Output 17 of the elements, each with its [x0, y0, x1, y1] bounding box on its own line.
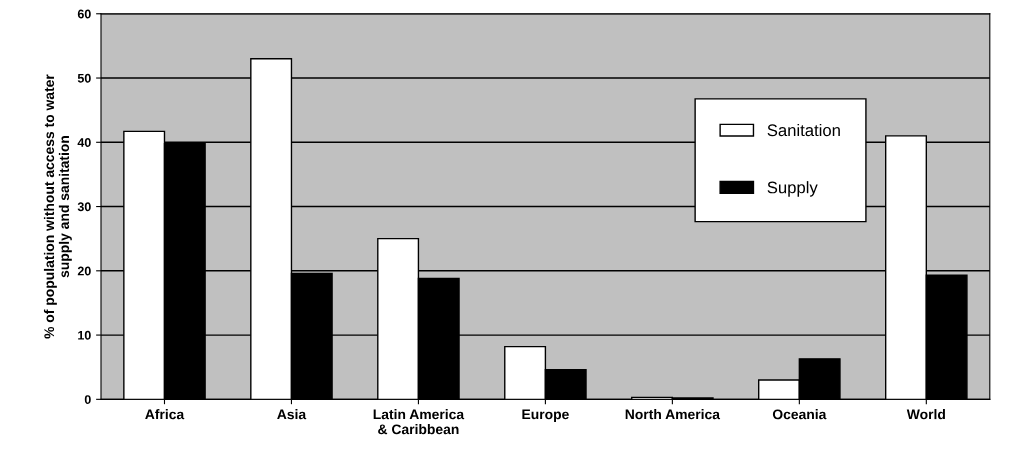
x-tick-label: Europe — [522, 409, 569, 422]
x-tick-label: North America — [625, 409, 721, 420]
x-tick-label: Africa — [145, 409, 185, 420]
x-tick-label: Oceania — [772, 409, 827, 420]
y-tick-label: 60 — [77, 9, 91, 19]
y-tick-label: 20 — [77, 266, 91, 276]
x-tick-label: World — [906, 409, 945, 420]
y-tick-label: 0 — [84, 395, 91, 404]
y-axis-title: % of population without access to water supply and sanitation — [43, 74, 72, 339]
x-tick-label: Asia — [277, 409, 307, 420]
x-tick-label: Latin America & Caribbean — [373, 409, 465, 435]
legend-label: Sanitation — [767, 123, 840, 137]
y-tick-label: 30 — [77, 202, 91, 212]
y-tick-label: 50 — [77, 73, 91, 83]
y-tick-label: 10 — [78, 330, 91, 340]
y-tick-label: 40 — [77, 138, 91, 147]
legend-label: Supply — [767, 181, 818, 197]
